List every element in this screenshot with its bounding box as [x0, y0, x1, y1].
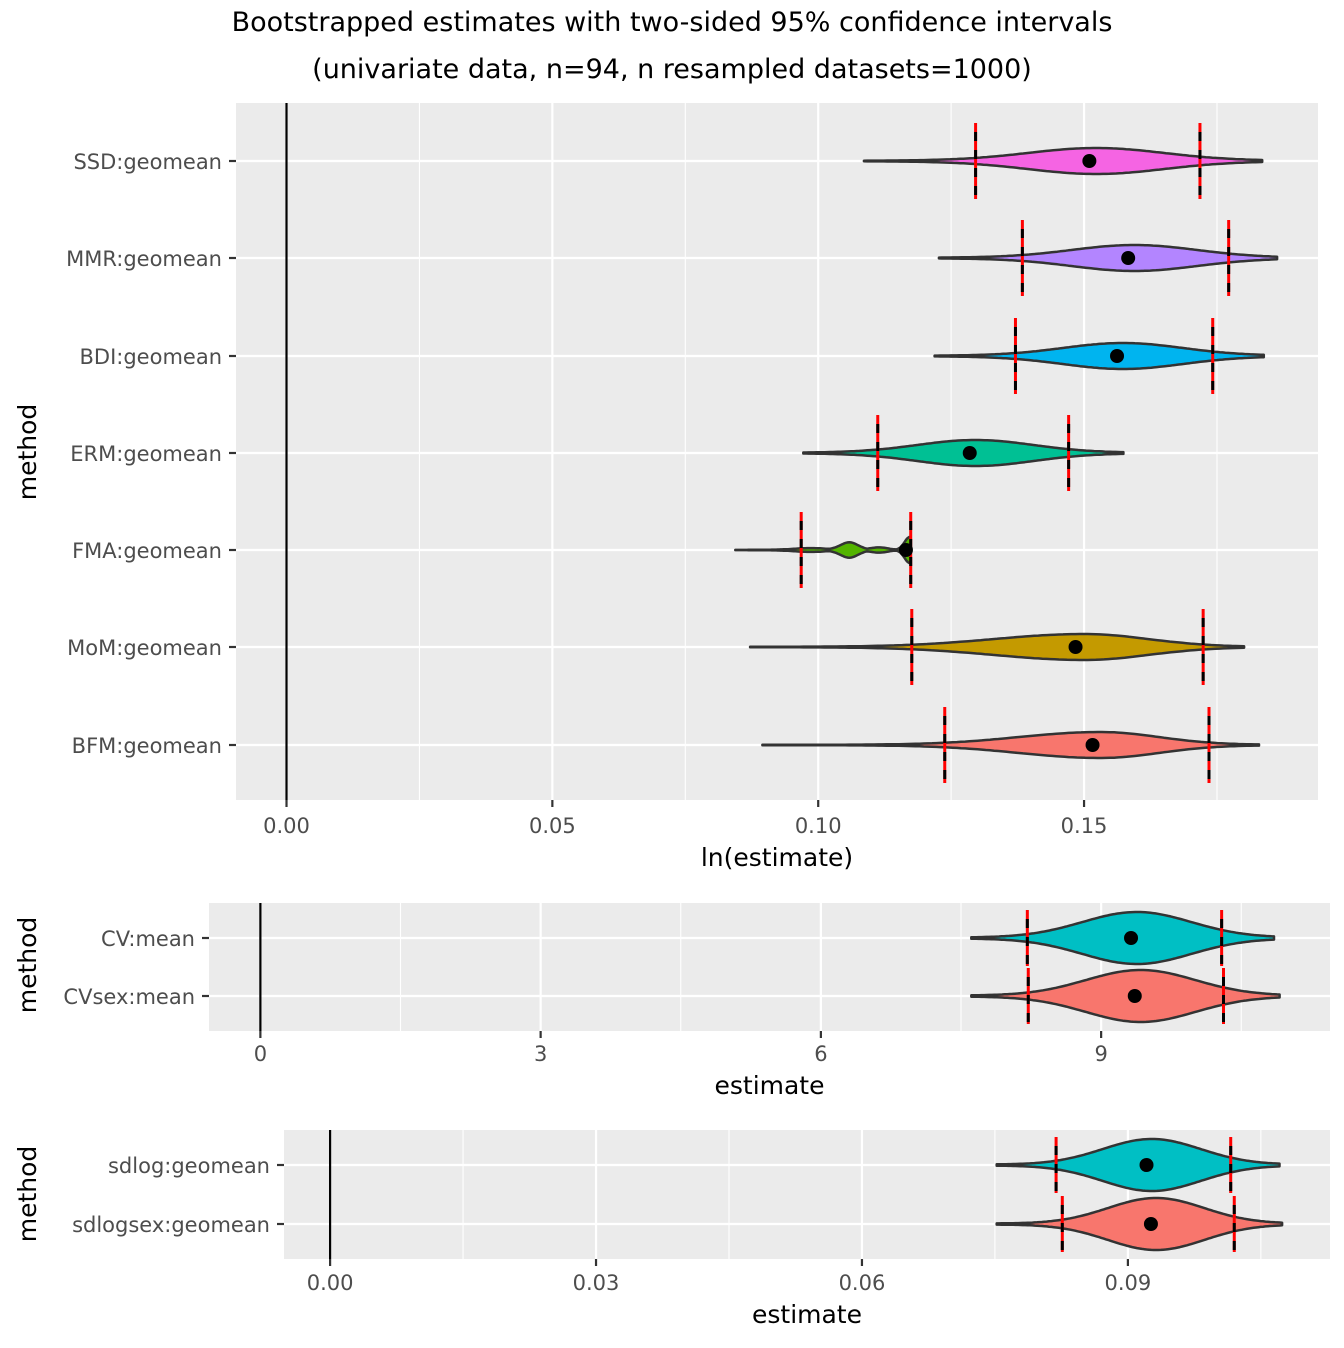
violin-sdlog-geomean [995, 1137, 1281, 1193]
point-estimate [1110, 349, 1125, 363]
panel-2: CV:mean CVsex:mean 0 3 6 9 estimate method [13, 903, 1330, 1100]
x-tick-label: 6 [814, 1042, 827, 1066]
y-tick-label: FMA:geomean [72, 539, 222, 563]
point-estimate [1121, 251, 1136, 265]
y-tick-label: BDI:geomean [80, 345, 223, 369]
y-axis-title: method [13, 404, 42, 501]
x-axis-title: ln(estimate) [701, 843, 853, 872]
point-estimate [1139, 1158, 1154, 1172]
x-tick-label: 0.15 [1061, 814, 1108, 838]
panel-1: SSD:geomean MMR:geomean BDI:geomean ERM:geo… [13, 103, 1318, 872]
y-axis-title: method [13, 917, 42, 1014]
violin-ssd-geomean [862, 146, 1264, 176]
x-tick-label: 0.06 [839, 1271, 886, 1295]
y-tick-label: ERM:geomean [70, 442, 222, 466]
x-axis-title: estimate [714, 1071, 824, 1100]
x-tick-label: 0 [254, 1042, 267, 1066]
violin-bfm-geomean [761, 730, 1261, 760]
y-axis-title: method [13, 1146, 42, 1243]
point-estimate [962, 446, 977, 460]
y-tick-label: MMR:geomean [66, 247, 222, 271]
violin-cvsex-mean [970, 968, 1281, 1024]
panel-3: sdlog:geomean sdlogsex:geomean 0.00 0.03 0.0… [13, 1130, 1330, 1329]
violin-bdi-geomean [933, 341, 1266, 371]
y-tick-label: sdlogsex:geomean [72, 1213, 270, 1237]
y-tick-label: SSD:geomean [73, 150, 222, 174]
chart-title: Bootstrapped estimates with two-sided 95… [232, 7, 1113, 38]
chart-subtitle: (univariate data, n=94, n resampled data… [312, 54, 1032, 85]
point-estimate [1124, 931, 1139, 945]
x-tick-label: 0.00 [307, 1271, 354, 1295]
x-tick-label: 3 [534, 1042, 547, 1066]
violin-sdlogsex-geomean [995, 1196, 1284, 1252]
violin-mmr-geomean [937, 243, 1279, 273]
point-estimate [1127, 989, 1142, 1003]
y-tick-label: CV:mean [101, 927, 195, 951]
x-tick-label: 0.00 [263, 814, 310, 838]
y-tick-label: CVsex:mean [63, 985, 195, 1009]
y-tick-label: sdlog:geomean [108, 1154, 270, 1178]
y-tick-label: MoM:geomean [67, 636, 222, 660]
y-tick-label: BFM:geomean [72, 734, 222, 758]
x-tick-label: 0.10 [795, 814, 842, 838]
point-estimate [1068, 640, 1083, 654]
point-estimate [898, 543, 913, 557]
violin-cv-mean [970, 910, 1276, 966]
point-estimate [1085, 738, 1100, 752]
point-estimate [1082, 154, 1097, 168]
x-tick-label: 0.09 [1105, 1271, 1152, 1295]
panel-background [236, 103, 1318, 800]
x-tick-label: 9 [1094, 1042, 1107, 1066]
x-tick-label: 0.05 [529, 814, 576, 838]
x-tick-label: 0.03 [573, 1271, 620, 1295]
point-estimate [1143, 1217, 1158, 1231]
x-axis-title: estimate [752, 1300, 862, 1329]
